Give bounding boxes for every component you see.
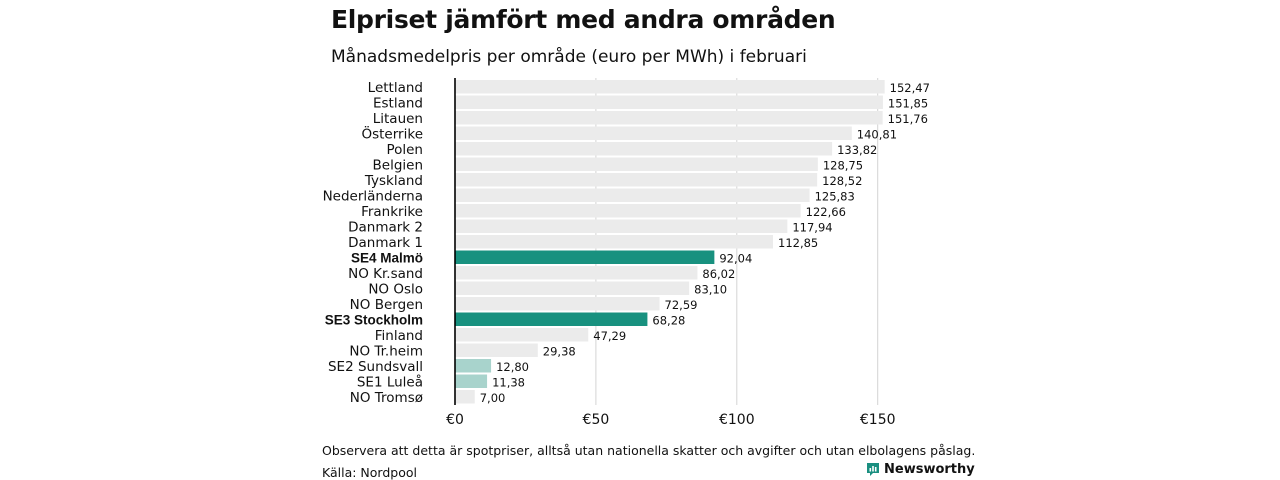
value-label: 122,66 [806,205,846,219]
category-label: Frankrike [361,204,423,220]
value-label: 83,10 [694,282,727,296]
category-label: SE3 Stockholm [325,312,423,327]
bar [455,297,660,311]
value-label: 47,29 [593,329,626,343]
value-label: 133,82 [837,143,877,157]
category-label: Danmark 1 [348,235,423,251]
value-label: 72,59 [665,298,698,312]
bar-chart: €0 €50 €100 €150 Lettland 152,47 Estland 151,85… [323,78,930,428]
category-label: Lettland [368,80,423,96]
category-label: SE1 Luleå [357,373,423,390]
category-label: Danmark 2 [348,219,423,235]
category-label: Nederländerna [323,188,423,204]
bar [455,312,648,326]
chart-title: Elpriset jämfört med andra områden [331,5,836,34]
bar [455,80,885,94]
value-label: 29,38 [543,344,576,358]
bar [455,374,488,388]
category-label: Polen [386,142,423,158]
value-label: 125,83 [815,189,855,203]
category-label: Tyskland [364,173,423,189]
bar [455,111,883,125]
bar [455,328,589,342]
category-label: Litauen [373,111,423,127]
bar [455,281,690,295]
bar [455,204,801,218]
bar [455,343,538,357]
bar [455,188,810,202]
bar [455,250,715,264]
brand-name: Newsworthy [884,462,975,477]
category-label: Finland [375,328,423,344]
category-label: Estland [373,95,423,111]
value-label: 92,04 [719,251,752,265]
bar [455,390,475,404]
category-label: NO Tr.heim [349,343,423,359]
value-label: 68,28 [652,313,685,327]
bar [455,359,492,373]
bar [455,235,774,249]
category-label: SE2 Sundsvall [328,359,423,375]
brand-logo: Newsworthy [866,462,975,477]
value-label: 151,76 [888,112,928,126]
x-tick-label: €0 [446,412,464,428]
category-label: NO Tromsø [350,390,423,406]
x-tick-label: €100 [719,412,755,428]
value-label: 152,47 [890,81,930,95]
category-label: SE4 Malmö [351,250,423,265]
bar [455,266,698,280]
value-label: 86,02 [702,267,735,281]
bar [455,173,818,187]
value-label: 117,94 [792,220,832,234]
bar-chart-logo-icon [867,463,879,476]
source-label: Källa: Nordpool [322,465,417,480]
chart-subtitle: Månadsmedelpris per område (euro per MWh… [331,47,807,67]
footnote: Observera att detta är spotpriser, allts… [322,443,976,458]
value-label: 12,80 [496,360,529,374]
category-label: Österrike [361,124,423,142]
bar [455,126,852,140]
value-label: 151,85 [888,96,928,110]
x-tick-label: €50 [583,412,610,428]
value-label: 128,52 [822,174,862,188]
value-label: 11,38 [492,375,525,389]
category-label: NO Kr.sand [348,266,423,282]
bar [455,142,833,156]
value-label: 128,75 [823,158,863,172]
bar [455,219,788,233]
bar [455,157,818,171]
x-tick-label: €150 [860,412,896,428]
value-label: 112,85 [778,236,818,250]
category-label: NO Oslo [368,281,423,297]
value-label: 140,81 [857,127,897,141]
category-label: Belgien [373,157,424,173]
bar [455,95,883,109]
category-label: NO Bergen [350,297,423,313]
value-label: 7,00 [480,391,506,405]
